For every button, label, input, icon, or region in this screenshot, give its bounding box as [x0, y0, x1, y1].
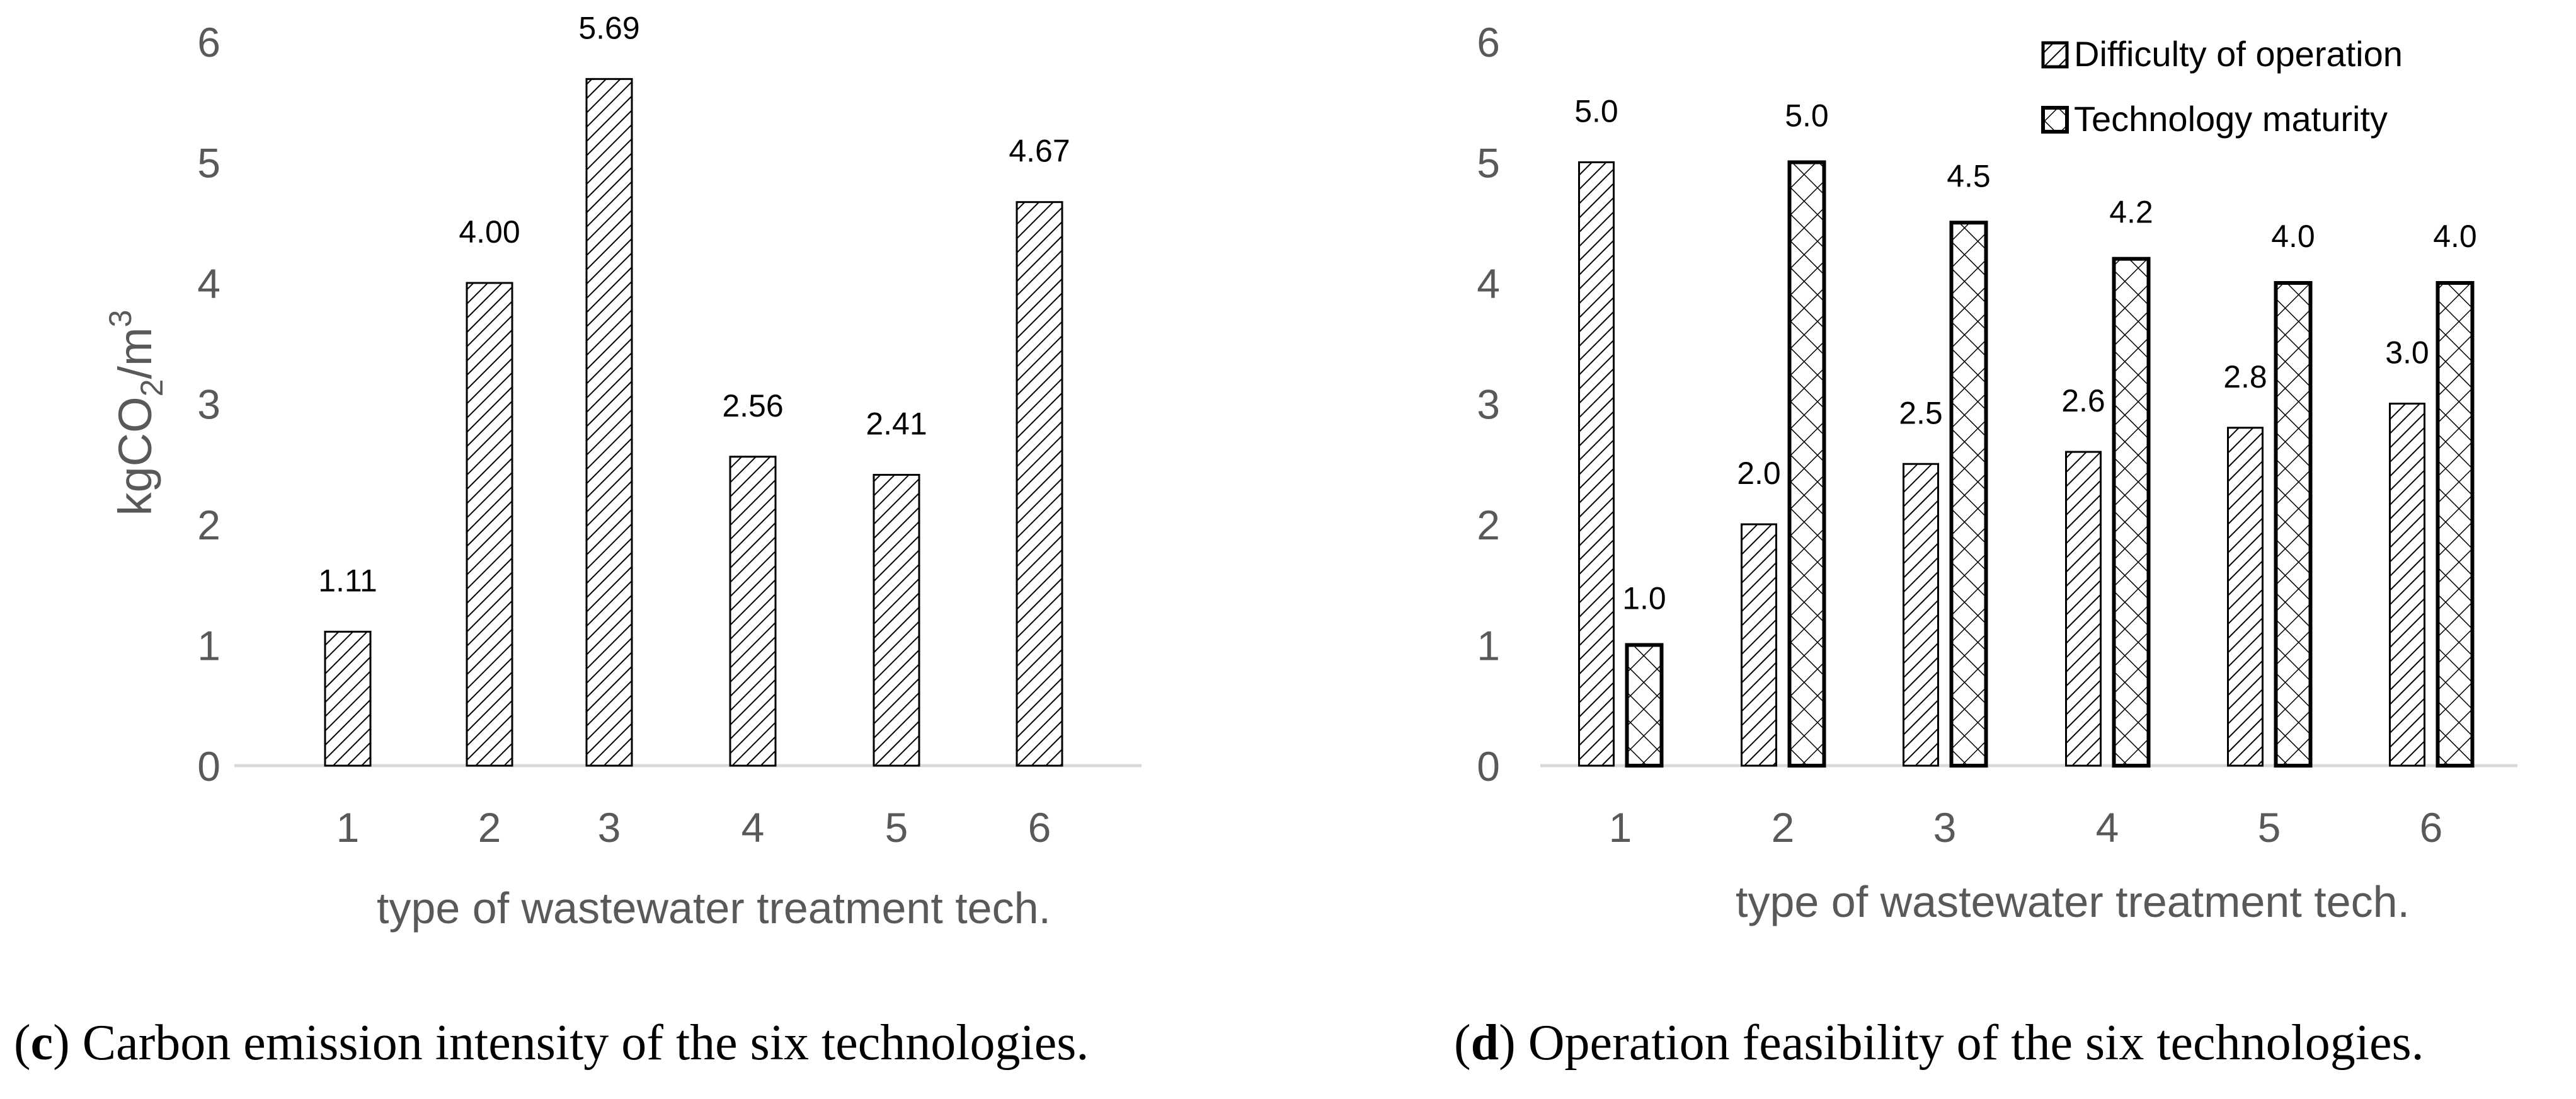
caption-text-c: Carbon emission intensity of the six tec… [82, 1015, 1089, 1071]
legend: Difficulty of operation Technology matur… [2041, 34, 2403, 139]
x-tick-label: 4 [741, 804, 765, 851]
data-labels: 1.11 4.00 5.69 2.56 2.41 4.67 [318, 10, 1070, 598]
x-tick-label: 2 [478, 804, 501, 851]
x-tick-label: 1 [1609, 804, 1632, 851]
bar-difficulty [1903, 463, 1939, 767]
bar-series [1578, 160, 2475, 768]
caption-letter-c: c [30, 1015, 54, 1071]
data-label-maturity: 4.0 [2433, 219, 2477, 254]
bar [729, 456, 777, 767]
bar-maturity [1625, 643, 1664, 768]
x-tick-label: 6 [2420, 804, 2443, 851]
y-tick-label: 4 [197, 260, 220, 307]
caption-d: (d) Operation feasibility of the six tec… [1454, 1015, 2424, 1071]
y-tick-label: 3 [1477, 381, 1500, 428]
data-label-maturity: 5.0 [1785, 98, 1829, 134]
x-axis-ticks: 1 2 3 4 5 6 [1609, 804, 2443, 851]
data-label: 4.67 [1009, 134, 1070, 169]
x-tick-label: 1 [336, 804, 360, 851]
legend-swatch-maturity [2041, 106, 2069, 134]
legend-label-difficulty: Difficulty of operation [2074, 34, 2403, 74]
x-tick-label: 5 [885, 804, 908, 851]
x-tick-label: 2 [1772, 804, 1795, 851]
y-tick-label: 1 [197, 623, 220, 669]
bar-difficulty [1578, 161, 1615, 767]
data-label-difficulty: 2.0 [1737, 456, 1781, 491]
bar-maturity [2112, 256, 2151, 768]
bar-difficulty [2389, 403, 2425, 767]
x-tick-label: 4 [2096, 804, 2119, 851]
y-tick-label: 0 [1477, 743, 1500, 790]
legend-item-difficulty: Difficulty of operation [2041, 34, 2403, 74]
data-labels: 5.0 1.0 2.0 5.0 2.5 4.5 2.6 4.2 2.8 4.0 3.0 4.0 [1574, 94, 2477, 616]
y-axis-ticks: 0 1 2 3 4 5 6 [197, 19, 220, 790]
x-tick-label: 5 [2258, 804, 2281, 851]
bar [324, 630, 372, 767]
y-tick-label: 6 [1477, 19, 1500, 66]
y-tick-label: 2 [1477, 502, 1500, 548]
bar-difficulty [2065, 451, 2102, 767]
bar-maturity [1787, 160, 1826, 768]
data-label-difficulty: 3.0 [2385, 335, 2429, 371]
bar-maturity [2436, 281, 2475, 768]
x-axis-ticks: 1 2 3 4 5 6 [336, 804, 1051, 851]
y-axis-title: kgCO2/m3 [103, 310, 169, 516]
data-label-maturity: 4.0 [2271, 219, 2315, 254]
x-axis-title: type of wastewater treatment tech. [1736, 877, 2410, 926]
bar [873, 473, 920, 767]
y-tick-label: 6 [197, 19, 220, 66]
x-axis-title: type of wastewater treatment tech. [377, 883, 1051, 933]
caption-c: (c) Carbon emission intensity of the six… [14, 1015, 1089, 1071]
bar [1016, 201, 1063, 767]
bar-maturity [2274, 281, 2313, 768]
y-tick-label: 2 [197, 502, 220, 548]
data-label-difficulty: 5.0 [1574, 94, 1618, 129]
data-label-maturity: 4.5 [1947, 158, 1991, 193]
bar-maturity [1949, 221, 1988, 768]
data-label-difficulty: 2.8 [2223, 359, 2267, 394]
y-tick-label: 4 [1477, 260, 1500, 307]
y-tick-label: 1 [1477, 623, 1500, 669]
y-tick-label: 3 [197, 381, 220, 428]
y-tick-label: 5 [1477, 140, 1500, 187]
chart-operation-feasibility: 0 1 2 3 4 5 6 5.0 1.0 2.0 5.0 2.5 4.5 2.6 4.2 2.8 4.0 3.… [1477, 19, 2517, 926]
caption-text-d: Operation feasibility of the six technol… [1528, 1015, 2424, 1071]
data-label: 2.41 [866, 406, 927, 441]
x-tick-label: 3 [1933, 804, 1957, 851]
x-tick-label: 3 [598, 804, 621, 851]
x-tick-label: 6 [1028, 804, 1051, 851]
bar [466, 282, 513, 767]
data-label-difficulty: 2.5 [1899, 395, 1943, 430]
data-label-maturity: 1.0 [1622, 581, 1666, 616]
bar-difficulty [2227, 427, 2264, 767]
y-axis-ticks: 0 1 2 3 4 5 6 [1477, 19, 1500, 790]
data-label: 2.56 [722, 388, 783, 423]
y-tick-label: 5 [197, 140, 220, 187]
bar-difficulty [1741, 523, 1777, 767]
data-label-maturity: 4.2 [2109, 195, 2153, 230]
data-label-difficulty: 2.6 [2061, 383, 2105, 418]
data-label: 4.00 [459, 214, 520, 250]
caption-letter-d: d [1470, 1015, 1499, 1071]
bar-series [324, 78, 1063, 767]
y-tick-label: 0 [197, 743, 220, 790]
bar [585, 78, 633, 767]
legend-swatch-difficulty [2041, 41, 2069, 69]
data-label: 1.11 [318, 563, 377, 598]
data-label: 5.69 [578, 10, 639, 45]
legend-label-maturity: Technology maturity [2074, 99, 2388, 139]
legend-item-maturity: Technology maturity [2041, 99, 2388, 139]
